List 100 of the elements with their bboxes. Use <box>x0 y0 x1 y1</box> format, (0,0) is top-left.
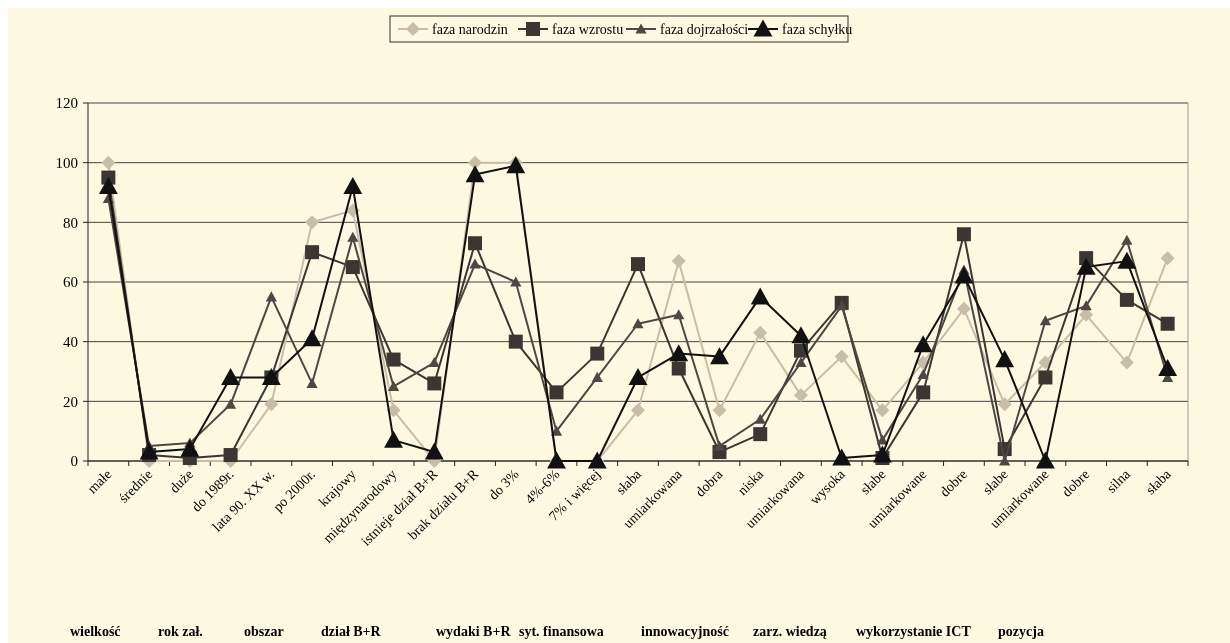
point <box>673 309 685 320</box>
point <box>508 334 523 349</box>
point <box>1119 292 1134 307</box>
point <box>1158 359 1178 377</box>
point <box>549 385 564 400</box>
point <box>671 361 686 376</box>
x-tick-label: małe <box>84 466 115 497</box>
point <box>917 368 929 379</box>
y-tick-label: 120 <box>55 95 78 112</box>
y-tick-label: 60 <box>63 274 78 291</box>
text: wykorzystanie ICT <box>856 624 972 639</box>
point <box>306 377 318 388</box>
point <box>591 371 603 382</box>
point <box>468 155 483 170</box>
point <box>875 403 890 418</box>
point <box>750 287 770 305</box>
point <box>632 318 644 329</box>
text: wielkość <box>70 624 121 639</box>
point <box>793 388 808 403</box>
text: dział B+R <box>321 624 382 639</box>
point <box>671 254 686 269</box>
point <box>710 347 729 365</box>
point <box>791 326 811 344</box>
text: pozycja <box>998 624 1044 639</box>
point <box>1035 451 1055 469</box>
point <box>343 177 363 195</box>
point <box>345 260 360 275</box>
text: innowacyjność <box>641 624 729 639</box>
point <box>468 236 483 251</box>
point <box>1038 355 1053 370</box>
point <box>754 413 766 424</box>
point <box>1080 300 1092 311</box>
point <box>1039 315 1052 326</box>
text: obszar <box>244 624 284 639</box>
point <box>223 448 238 463</box>
point <box>506 156 526 174</box>
y-tick-label: 20 <box>63 393 78 410</box>
point <box>713 440 726 451</box>
point <box>628 368 648 386</box>
point <box>386 352 401 367</box>
point <box>387 380 400 391</box>
point <box>753 325 768 340</box>
point <box>753 427 768 442</box>
point <box>264 397 279 412</box>
point <box>712 403 727 418</box>
point <box>469 258 481 269</box>
point <box>956 301 971 316</box>
point <box>224 398 237 409</box>
point <box>995 350 1015 368</box>
legend-label: faza schyłku <box>782 21 853 37</box>
point <box>424 442 444 460</box>
point <box>347 231 359 242</box>
point <box>384 430 404 448</box>
point <box>510 276 522 287</box>
point <box>428 356 440 368</box>
point <box>1160 316 1175 331</box>
point <box>427 376 442 391</box>
point <box>876 434 889 445</box>
point <box>999 455 1011 466</box>
point <box>101 155 116 170</box>
point <box>305 245 320 260</box>
point <box>221 368 241 386</box>
point <box>1117 251 1137 269</box>
point <box>916 385 931 400</box>
point <box>386 403 401 418</box>
x-tick-label: duże <box>166 466 196 496</box>
text: zarz. wiedzą <box>753 624 827 639</box>
point <box>302 329 322 347</box>
point <box>1121 234 1133 245</box>
point <box>1076 257 1096 275</box>
point <box>305 215 320 230</box>
point <box>997 397 1012 412</box>
y-tick-label: 0 <box>70 453 78 470</box>
point <box>180 439 200 457</box>
point <box>954 266 974 284</box>
point <box>631 403 645 418</box>
point <box>1160 251 1175 266</box>
point <box>98 177 118 195</box>
point <box>631 257 645 272</box>
point <box>669 344 689 362</box>
legend-label: faza narodzin <box>432 21 508 37</box>
point <box>834 349 849 364</box>
point <box>913 335 933 353</box>
x-tick-label: do 3% <box>485 466 523 503</box>
point <box>872 445 892 463</box>
point <box>1119 355 1134 370</box>
text: wydaki B+R <box>436 624 512 639</box>
point <box>836 300 848 311</box>
y-tick-label: 40 <box>63 333 78 350</box>
point <box>265 291 277 302</box>
text: rok zał. <box>158 624 203 639</box>
point <box>832 448 852 466</box>
y-tick-label: 100 <box>55 154 78 171</box>
legend-label: faza dojrzałości <box>660 21 749 37</box>
text: syt. finansowa <box>519 624 604 639</box>
legend-label: faza wzrostu <box>552 21 624 37</box>
point <box>139 442 159 460</box>
x-tick-label: silna <box>1103 465 1134 496</box>
point <box>465 165 485 183</box>
y-tick-label: 80 <box>63 214 78 231</box>
